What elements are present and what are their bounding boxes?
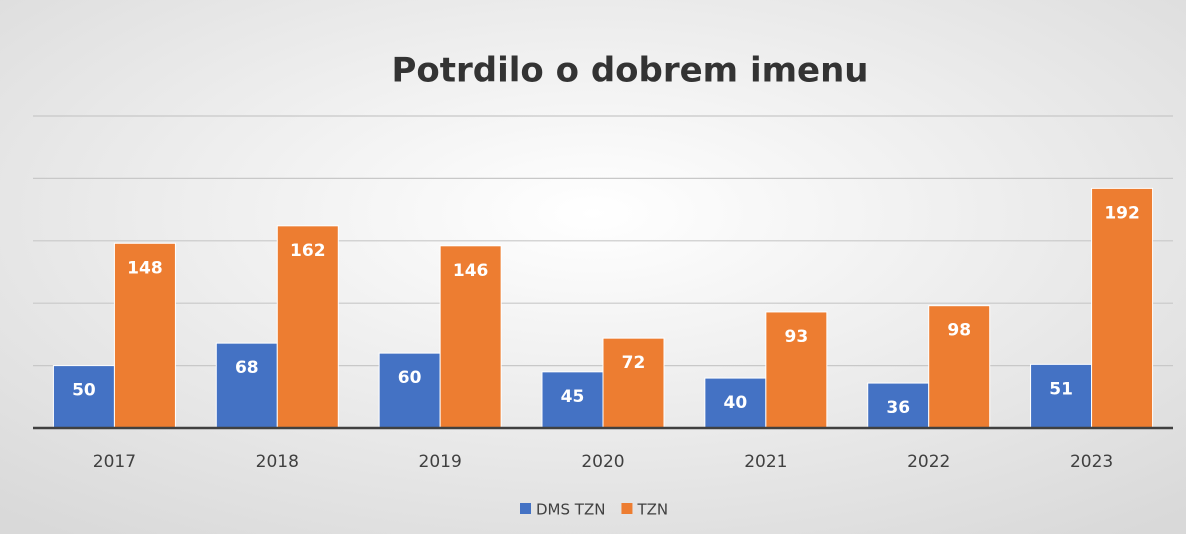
- bar: [928, 305, 991, 429]
- bar: [215, 342, 278, 429]
- bar: [1091, 187, 1154, 429]
- data-label: 51: [1049, 379, 1073, 399]
- bar: [867, 382, 930, 429]
- legend-label: TZN: [636, 501, 668, 519]
- data-label: 60: [398, 368, 422, 388]
- bar: [704, 377, 767, 429]
- x-tick-label: 2018: [256, 452, 299, 472]
- bar: [378, 352, 441, 429]
- legend-swatch: [621, 503, 633, 514]
- x-tick-label: 2022: [907, 452, 950, 472]
- x-tick-label: 2023: [1070, 452, 1113, 472]
- data-label: 148: [127, 258, 163, 278]
- data-label: 192: [1104, 203, 1140, 223]
- chart-title: Potrdilo o dobrem imenu: [391, 51, 868, 91]
- data-label: 72: [622, 353, 646, 373]
- bar: [765, 311, 828, 429]
- x-tick-label: 2020: [581, 452, 624, 472]
- data-label: 36: [886, 398, 910, 418]
- legend-swatch: [520, 503, 531, 514]
- data-label: 146: [453, 261, 489, 281]
- x-tick-label: 2021: [744, 452, 787, 472]
- x-tick-label: 2019: [419, 452, 462, 472]
- data-label: 45: [561, 387, 585, 407]
- bar: [602, 337, 665, 429]
- data-label: 68: [235, 358, 259, 378]
- x-tick-label: 2017: [93, 452, 136, 472]
- legend-label: DMS TZN: [536, 501, 605, 519]
- data-label: 40: [724, 393, 748, 413]
- data-label: 98: [947, 321, 971, 341]
- data-label: 162: [290, 241, 326, 261]
- data-label: 50: [72, 381, 96, 401]
- bar: [1030, 363, 1093, 429]
- data-label: 93: [785, 327, 809, 347]
